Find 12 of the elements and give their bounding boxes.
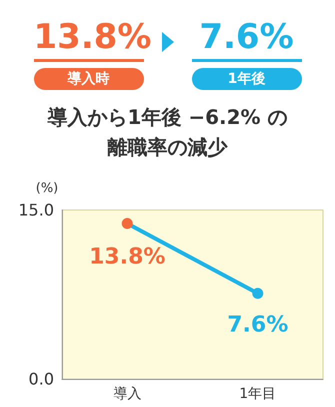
y-tick-label: 15.0 <box>18 200 54 220</box>
text: 導入時 <box>34 68 144 90</box>
text: 13.8% <box>34 16 152 58</box>
chart-title: 導入から1年後 −6.2% の離職率の減少 <box>46 104 289 161</box>
data-label: 13.8% <box>89 244 166 270</box>
text: 1年後 <box>192 68 302 90</box>
data-label: 7.6% <box>227 312 288 338</box>
y-tick-label: 0.0 <box>28 370 54 388</box>
y-axis-title: (%) <box>36 181 58 196</box>
x-tick-label: 導入 <box>113 386 142 402</box>
x-tick-label: 1年目 <box>239 386 276 402</box>
text: 7.6% <box>192 14 302 62</box>
